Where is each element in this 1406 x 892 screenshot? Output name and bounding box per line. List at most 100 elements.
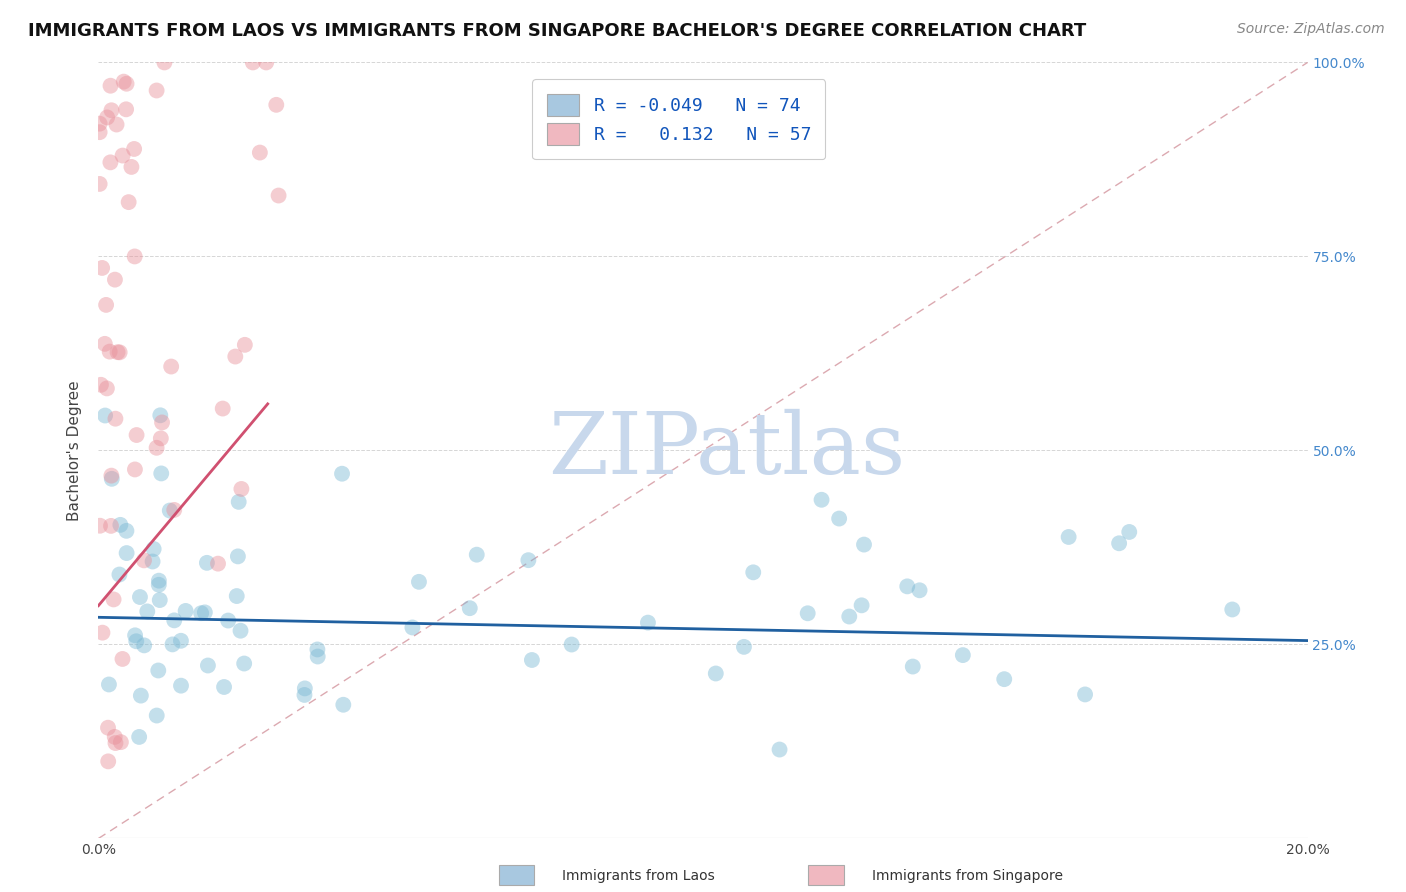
Point [132,553,155,567]
Point [226,549,249,564]
Point [266,98,288,112]
Point [233,657,256,671]
Point [148,664,170,678]
Point [107,345,129,359]
Point [330,467,353,481]
Point [1220,602,1243,616]
Point [100,103,122,118]
Point [217,614,239,628]
Point [150,416,173,430]
Point [828,511,851,525]
Point [1118,524,1140,539]
Point [91,625,114,640]
Point [174,604,197,618]
Point [896,579,918,593]
Point [94,409,117,423]
Point [100,468,122,483]
Point [742,566,765,580]
Point [768,742,790,756]
Point [97,755,120,769]
Point [110,735,132,749]
Point [212,680,235,694]
Point [145,708,167,723]
Point [100,78,122,93]
Point [254,55,277,70]
Legend: R = -0.049   N = 74, R =   0.132   N = 57: R = -0.049 N = 74, R = 0.132 N = 57 [531,79,825,160]
Y-axis label: Bachelor's Degree: Bachelor's Degree [67,380,83,521]
Point [149,593,172,607]
Point [100,155,122,169]
Point [908,583,931,598]
Point [91,260,114,275]
Point [142,554,165,568]
Text: Immigrants from Laos: Immigrants from Laos [562,869,716,883]
Point [561,638,583,652]
Point [228,495,250,509]
Point [401,620,423,634]
Point [307,642,329,657]
Point [637,615,659,630]
Point [229,624,252,638]
Point [163,503,186,517]
Point [838,609,860,624]
Point [145,83,167,97]
Point [89,117,111,131]
Point [267,188,290,202]
Point [128,730,150,744]
Point [129,689,152,703]
Point [153,55,176,70]
Point [104,272,127,286]
Point [120,160,142,174]
Point [125,634,148,648]
Point [1074,688,1097,702]
Point [1108,536,1130,550]
Point [145,441,167,455]
Point [796,607,818,621]
Point [465,548,488,562]
Point [94,298,117,312]
Point [195,556,218,570]
Point [190,606,212,620]
Point [162,637,184,651]
Point [108,567,131,582]
Text: Source: ZipAtlas.com: Source: ZipAtlas.com [1237,22,1385,37]
Point [122,142,145,156]
Point [110,517,132,532]
Point [150,467,173,481]
Point [233,338,256,352]
Point [112,75,135,89]
Point [993,672,1015,686]
Point [98,344,121,359]
Point [111,148,134,162]
Point [124,628,146,642]
Point [115,77,138,91]
Point [111,652,134,666]
Point [810,492,832,507]
Point [136,604,159,618]
Point [294,688,316,702]
Point [108,345,131,359]
Point [89,177,111,191]
Point [115,103,138,117]
Point [115,546,138,560]
Point [105,118,128,132]
Point [207,557,229,571]
Point [97,721,120,735]
Point [104,736,127,750]
Point [408,574,430,589]
Point [115,524,138,538]
Point [148,574,170,588]
Point [520,653,543,667]
Point [242,55,264,70]
Point [901,659,924,673]
Point [96,111,118,125]
Point [163,613,186,627]
Point [194,606,217,620]
Point [125,428,148,442]
Point [332,698,354,712]
Point [159,503,181,517]
Point [90,377,112,392]
Point [733,640,755,654]
Point [124,249,146,264]
Point [160,359,183,374]
